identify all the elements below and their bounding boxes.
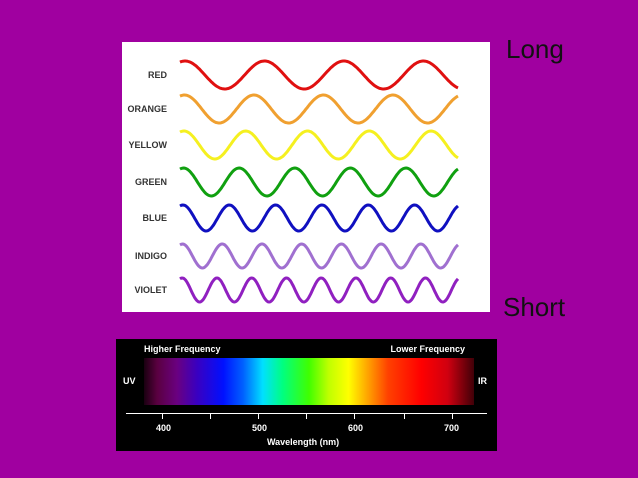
wave-label-blue: BLUE bbox=[142, 213, 168, 223]
wave-blue bbox=[179, 203, 459, 233]
tick-label-600: 600 bbox=[348, 423, 364, 433]
wave-label-violet: VIOLET bbox=[134, 285, 167, 295]
wave-label-green: GREEN bbox=[134, 177, 167, 187]
wave-label-red: RED bbox=[147, 70, 167, 80]
wave-yellow bbox=[179, 129, 459, 161]
wave-label-indigo: INDIGO bbox=[134, 251, 167, 261]
wave-green bbox=[179, 166, 459, 198]
wave-indigo bbox=[179, 242, 459, 270]
tick-mark bbox=[210, 413, 211, 419]
tick-label-500: 500 bbox=[252, 423, 268, 433]
tick-label-400: 400 bbox=[156, 423, 172, 433]
waves-svg bbox=[179, 59, 460, 304]
short-label: Short bbox=[503, 292, 566, 322]
wave-orange bbox=[179, 93, 459, 125]
lower-frequency-label: Lower Frequency bbox=[390, 344, 465, 354]
ir-label: IR bbox=[478, 376, 487, 386]
tick-label-700: 700 bbox=[444, 423, 460, 433]
wave-violet bbox=[179, 276, 460, 304]
tick-mark bbox=[162, 413, 163, 419]
wave-label-yellow: YELLOW bbox=[128, 140, 168, 150]
wave-panel: RED ORANGE YELLOW GREEN BLUE INDIGO VIOL… bbox=[122, 42, 490, 312]
tick-mark bbox=[404, 413, 405, 419]
higher-frequency-label: Higher Frequency bbox=[144, 344, 221, 354]
spectrum-bar bbox=[144, 358, 474, 405]
tick-mark bbox=[354, 413, 355, 419]
tick-mark bbox=[452, 413, 453, 419]
wave-label-orange: ORANGE bbox=[127, 104, 167, 114]
long-label: Long bbox=[506, 34, 564, 64]
spectrum-panel: Higher Frequency Lower Frequency UV IR 4… bbox=[116, 339, 497, 451]
wave-red bbox=[179, 59, 459, 91]
tick-mark bbox=[258, 413, 259, 419]
tick-mark bbox=[306, 413, 307, 419]
axis-title: Wavelength (nm) bbox=[267, 437, 340, 447]
uv-label: UV bbox=[123, 376, 136, 386]
